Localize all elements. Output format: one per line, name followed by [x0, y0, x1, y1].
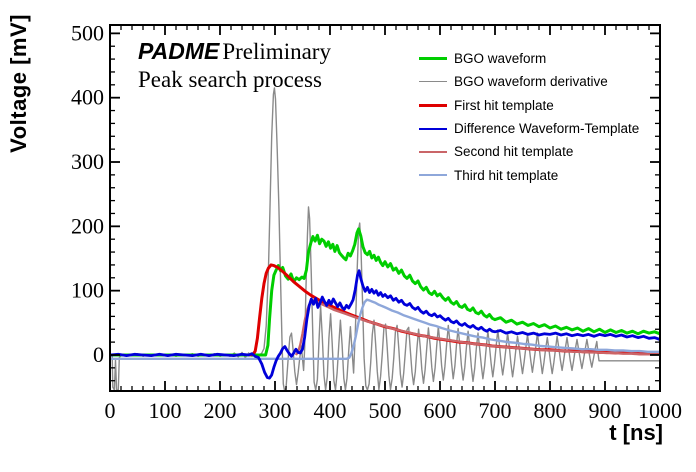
x-tick-label: 200: [204, 398, 237, 423]
series-bgo-waveform: [110, 227, 661, 357]
legend-item: BGO waveform derivative: [419, 70, 639, 93]
x-tick-label: 1000: [638, 398, 682, 423]
y-tick-label: 400: [71, 85, 104, 110]
x-tick-label: 0: [105, 398, 116, 423]
series-difference-waveform-template: [109, 269, 661, 380]
legend-swatch: [419, 127, 447, 130]
legend-item: Third hit template: [419, 163, 639, 186]
legend-label: First hit template: [454, 97, 554, 113]
y-axis-title: Voltage [mV]: [6, 14, 31, 153]
preliminary-label: Preliminary: [222, 39, 331, 64]
legend-label: BGO waveform: [454, 51, 547, 67]
series-bgo-waveform-derivative: [109, 87, 660, 391]
legend-item: BGO waveform: [419, 47, 639, 70]
x-axis-title: t [ns]: [609, 420, 663, 445]
legend-item: Second hit template: [419, 140, 639, 163]
legend-label: BGO waveform derivative: [454, 74, 608, 90]
x-tick-label: 500: [369, 398, 402, 423]
legend: BGO waveform BGO waveform derivative First…: [419, 47, 639, 187]
legend-label: Difference Waveform-Template: [454, 121, 640, 137]
experiment-label: PADME: [138, 38, 220, 64]
x-tick-label: 400: [314, 398, 347, 423]
legend-swatch: [419, 150, 447, 153]
x-tick-label: 700: [479, 398, 512, 423]
legend-label: Third hit template: [454, 167, 559, 183]
legend-swatch: [419, 81, 447, 83]
legend-item: Difference Waveform-Template: [419, 117, 639, 140]
legend-swatch: [419, 57, 447, 61]
x-tick-label: 100: [149, 398, 182, 423]
y-tick-label: 500: [71, 20, 104, 45]
y-tick-label: 300: [71, 149, 104, 174]
legend-swatch: [419, 103, 447, 107]
x-tick-label: 300: [259, 398, 292, 423]
legend-label: Second hit template: [454, 144, 574, 160]
plot-annotation: PADME Preliminary Peak search process: [138, 38, 331, 93]
subtitle-label: Peak search process: [138, 67, 322, 92]
series-third-hit-template: [110, 298, 660, 360]
legend-item: First hit template: [419, 94, 639, 117]
y-tick-label: 200: [71, 213, 104, 238]
y-tick-label: 100: [71, 278, 104, 303]
x-tick-label: 600: [424, 398, 457, 423]
x-tick-label: 900: [589, 398, 622, 423]
x-tick-label: 800: [534, 398, 567, 423]
y-tick-label: 0: [93, 342, 104, 367]
legend-swatch: [419, 174, 447, 177]
